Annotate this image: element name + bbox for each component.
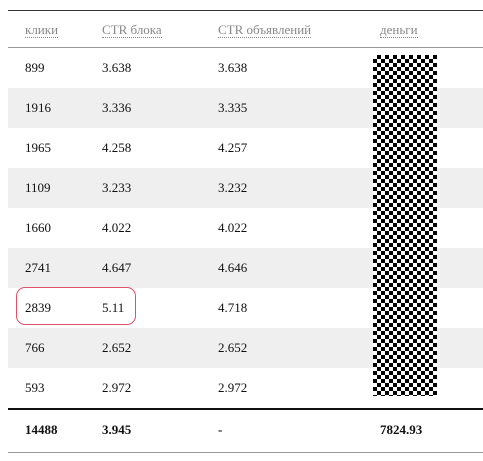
table-cell: 3.638: [102, 60, 132, 75]
table-cell: 2.652: [218, 340, 248, 355]
table-cell: 1109: [25, 180, 51, 195]
table-cell: 3.232: [218, 180, 248, 195]
table-cell: 4.647: [102, 260, 132, 275]
table-cell: 899: [25, 60, 45, 75]
table-cell: 3.335: [218, 100, 248, 115]
column-header: клики: [25, 22, 59, 38]
table-cell: 4.257: [218, 140, 248, 155]
column-header: CTR блока: [102, 22, 162, 38]
table-cell: 766: [25, 340, 45, 355]
table-cell: 2741: [25, 260, 51, 275]
column-header: CTR объявлений: [218, 22, 312, 38]
column-header: деньги: [380, 22, 418, 38]
header-border: [8, 47, 483, 48]
total-cell: -: [218, 422, 223, 437]
totals-border: [8, 408, 483, 410]
top-border: [8, 10, 483, 11]
total-cell: 14488: [25, 422, 58, 437]
table-cell: 3.638: [218, 60, 248, 75]
table-cell: 1916: [25, 100, 51, 115]
table-row: 593 2.972 2.972: [8, 368, 483, 408]
table-cell: 4.258: [102, 140, 132, 155]
total-cell: 3.945: [102, 422, 132, 437]
bottom-border: [8, 452, 483, 453]
table-cell: 2.972: [218, 380, 248, 395]
table-cell: 2.652: [102, 340, 132, 355]
table-cell: 3.233: [102, 180, 132, 195]
redacted-area: [373, 55, 437, 396]
table-row: 2839 5.11 4.718: [8, 288, 483, 328]
table-cell: 4.646: [218, 260, 248, 275]
table-row: 899 3.638 3.638: [8, 48, 483, 88]
table-cell: 3.336: [102, 100, 132, 115]
table-cell: 4.022: [218, 220, 248, 235]
total-cell: 7824.93: [380, 422, 423, 437]
table-cell: 2839: [25, 300, 51, 315]
table-cell: 1965: [25, 140, 51, 155]
table-cell: 5.11: [102, 300, 125, 315]
table-row: 1660 4.022 4.022: [8, 208, 483, 248]
highlight-box: [16, 287, 136, 325]
table-cell: 593: [25, 380, 45, 395]
table-row: 1965 4.258 4.257: [8, 128, 483, 168]
table-cell: 2.972: [102, 380, 132, 395]
table-cell: 4.718: [218, 300, 248, 315]
table-cell: 1660: [25, 220, 51, 235]
table-cell: 4.022: [102, 220, 132, 235]
